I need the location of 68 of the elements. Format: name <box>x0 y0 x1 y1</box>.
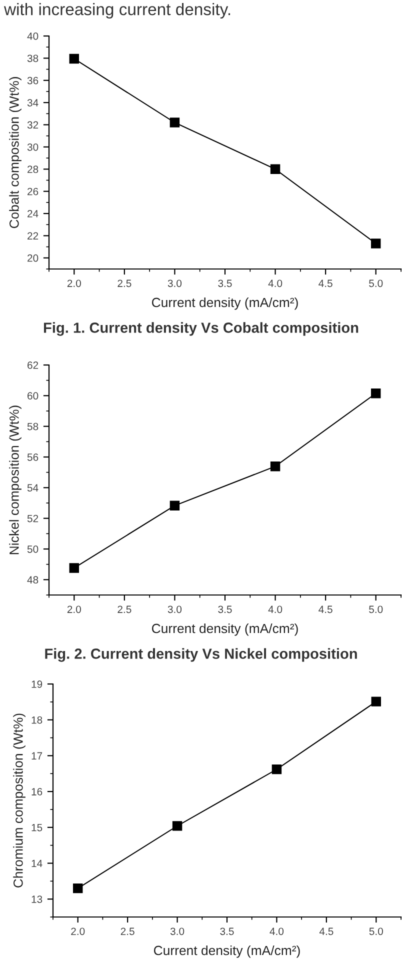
y-tick-label: 54 <box>27 484 38 492</box>
y-tick-label: 17 <box>32 752 42 760</box>
x-tick-label: 3.5 <box>218 280 232 288</box>
y-tick-label: 52 <box>27 514 38 522</box>
x-tick-label: 4.5 <box>318 606 332 614</box>
x-tick-label: 3.0 <box>168 280 182 288</box>
x-tick-label: 2.0 <box>67 280 81 288</box>
y-tick-label: 48 <box>27 576 38 584</box>
point <box>170 500 180 510</box>
point <box>270 461 280 472</box>
y-tick-label: 19 <box>32 680 42 688</box>
y-tick-label: 50 <box>27 546 38 553</box>
y-tick-label: 38 <box>27 54 38 62</box>
x-tick-label: 3.0 <box>168 606 182 614</box>
point <box>370 238 381 248</box>
text: Fig. 1. Current density Vs Cobalt composition <box>44 322 358 336</box>
x-tick-label: 2.5 <box>118 280 132 288</box>
x-tick-label: 3.0 <box>170 928 184 936</box>
x-tick-label: 5.0 <box>369 606 383 614</box>
x-tick-label: 4.0 <box>268 280 282 288</box>
y-tick-label: 56 <box>27 454 38 461</box>
x-tick-label: 4.5 <box>319 928 334 936</box>
point <box>69 54 80 64</box>
point <box>370 388 381 398</box>
y-tick-label: 34 <box>27 99 38 106</box>
y-tick-label: 22 <box>28 232 38 240</box>
x-tick-label: 2.5 <box>120 928 134 936</box>
x-tick-label: 2.0 <box>67 606 81 614</box>
x-axis-title: Current density (mA/cm²) <box>154 945 300 958</box>
x-tick-label: 3.5 <box>218 606 232 614</box>
x-tick-label: 5.0 <box>369 280 383 288</box>
y-tick-label: 18 <box>32 716 42 724</box>
x-tick-label: 4.0 <box>270 928 284 936</box>
x-tick-label: 3.5 <box>220 928 234 936</box>
y-tick-label: 36 <box>27 76 38 84</box>
y-axis-title: Nickel composition (Wt%) <box>9 406 22 554</box>
y-tick-label: 24 <box>28 210 38 218</box>
y-tick-label: 20 <box>28 254 38 262</box>
x-tick-label: 2.5 <box>118 606 132 614</box>
y-tick-label: 60 <box>28 392 38 400</box>
y-tick-label: 14 <box>32 860 42 868</box>
x-axis-title: Current density (mA/cm²) <box>152 297 298 310</box>
y-tick-label: 13 <box>32 896 42 903</box>
y-tick-label: 26 <box>28 188 38 196</box>
point <box>272 764 282 774</box>
y-tick-label: 30 <box>27 143 38 151</box>
y-tick-label: 28 <box>28 166 38 174</box>
y-axis-title: Cobalt composition (Wt%) <box>9 77 22 228</box>
y-tick-label: 58 <box>27 422 38 430</box>
point <box>69 563 80 573</box>
y-tick-label: 62 <box>28 362 38 369</box>
y-tick-label: 32 <box>27 121 38 129</box>
text: with increasing current density. <box>4 3 230 19</box>
point <box>72 883 83 894</box>
y-tick-label: 40 <box>27 32 38 40</box>
point <box>371 696 382 706</box>
y-tick-label: 16 <box>32 788 42 796</box>
point <box>270 164 280 174</box>
x-tick-label: 5.0 <box>369 928 383 936</box>
point <box>170 118 180 128</box>
x-tick-label: 4.5 <box>318 280 332 288</box>
y-tick-label: 15 <box>32 824 42 832</box>
y-axis-title: Chromium composition (Wt%) <box>13 714 26 888</box>
x-tick-label: 2.0 <box>71 928 85 936</box>
x-tick-label: 4.0 <box>268 606 282 614</box>
point <box>172 821 182 831</box>
text: Fig. 2. Current density Vs Nickel composition <box>45 648 357 662</box>
x-axis-title: Current density (mA/cm²) <box>152 623 298 636</box>
